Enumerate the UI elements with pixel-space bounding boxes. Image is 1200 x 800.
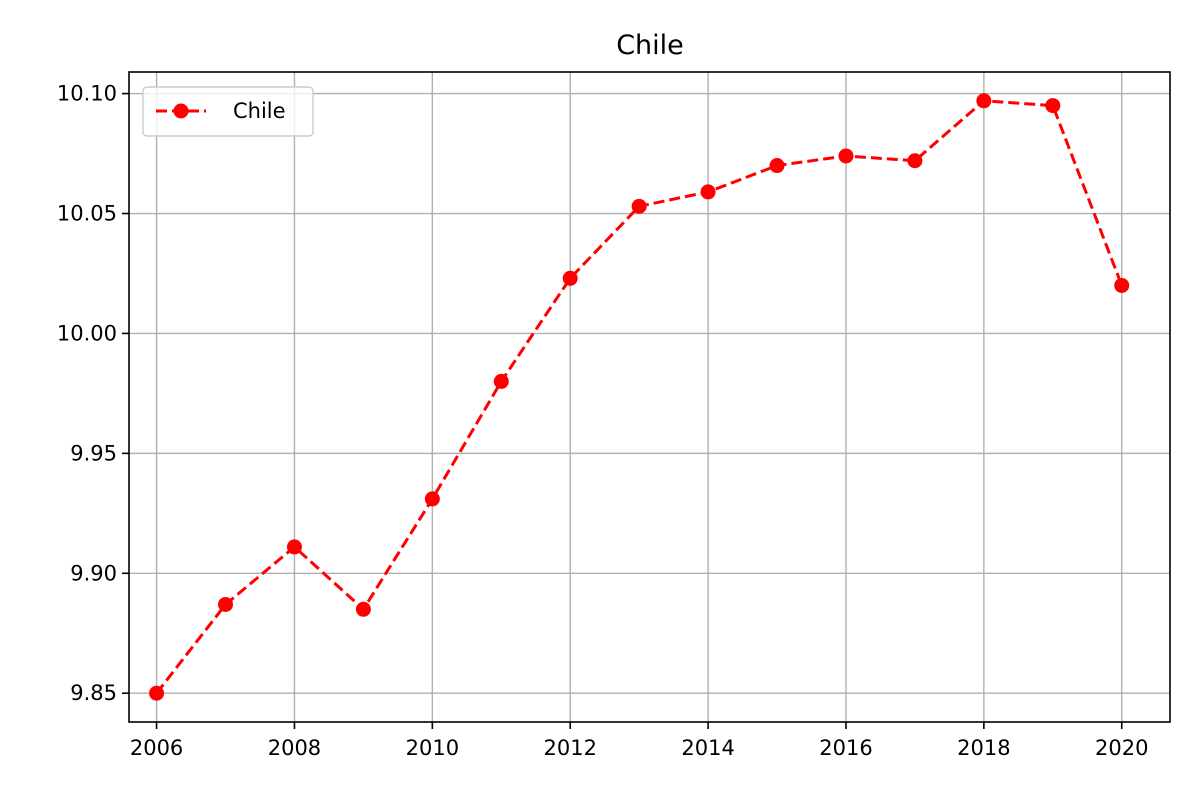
data-point: [838, 148, 854, 164]
legend: Chile: [142, 86, 314, 137]
data-point: [286, 539, 302, 555]
x-tick-label: 2008: [268, 736, 321, 760]
x-tick-label: 2016: [819, 736, 872, 760]
x-tick-label: 2006: [130, 736, 183, 760]
x-tick-label: 2014: [681, 736, 734, 760]
axis-ticks: 2006 2008 2010 2012 2014 2016 2018 2020 9.85 9.90…: [57, 82, 1149, 760]
data-point: [631, 198, 647, 214]
legend-label: Chile: [233, 99, 286, 123]
data-point: [355, 601, 371, 617]
data-point: [493, 373, 509, 389]
legend-box: [142, 86, 314, 137]
x-tick-label: 2020: [1095, 736, 1148, 760]
grid: [129, 72, 1170, 722]
y-tick-label: 9.90: [70, 561, 117, 585]
y-tick-label: 9.95: [70, 441, 117, 465]
x-tick-label: 2010: [406, 736, 459, 760]
data-point: [1045, 98, 1061, 114]
data-point: [700, 184, 716, 200]
chart-title: Chile: [616, 30, 684, 61]
y-tick-label: 10.00: [57, 321, 117, 345]
data-point: [149, 685, 165, 701]
series-layer: [149, 93, 1130, 701]
data-point: [218, 596, 234, 612]
y-tick-label: 10.05: [57, 202, 117, 226]
data-point: [976, 93, 992, 109]
data-point: [562, 270, 578, 286]
y-tick-label: 10.10: [57, 82, 117, 106]
data-point: [907, 153, 923, 169]
plot-area-frame: [128, 71, 1171, 723]
y-tick-label: 9.85: [70, 681, 117, 705]
data-point: [1114, 277, 1130, 293]
data-point: [424, 491, 440, 507]
data-point: [769, 158, 785, 174]
x-tick-label: 2018: [957, 736, 1010, 760]
x-tick-label: 2012: [543, 736, 596, 760]
legend-marker: [173, 103, 189, 119]
